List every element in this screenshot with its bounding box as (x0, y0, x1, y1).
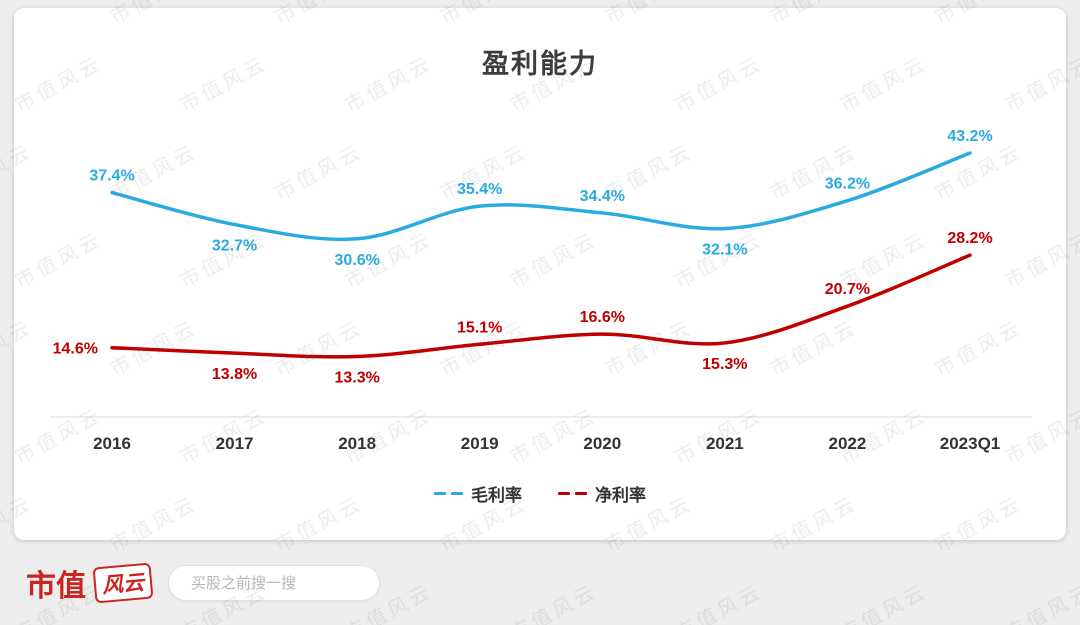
chart-card: 盈利能力 2016 2017 2018 2019 2020 2021 2022 2023Q1 3… (14, 8, 1066, 540)
brand-logo-mark: 风云 (92, 562, 154, 604)
data-label: 34.4% (580, 188, 625, 205)
series-line-净利率 (110, 253, 972, 359)
net-margin-dash-icon (558, 492, 587, 495)
gross-margin-dash-icon (434, 492, 463, 495)
chart-legend: 毛利率 净利率 (14, 481, 1066, 506)
brand-logo: 市值 风云 (26, 561, 154, 605)
data-label: 43.2% (947, 128, 992, 145)
line-chart: 2016 2017 2018 2019 2020 2021 2022 2023Q1 37.4% 3… (50, 128, 1032, 453)
data-label: 20.7% (825, 281, 870, 298)
data-label: 32.7% (212, 238, 257, 255)
footer-bar: 市值 风云 (26, 561, 1054, 605)
data-label: 35.4% (457, 181, 502, 198)
legend-item-gross-margin[interactable]: 毛利率 (434, 481, 522, 506)
x-axis-label: 2023Q1 (940, 434, 1001, 453)
data-label: 15.1% (457, 319, 502, 336)
data-label: 14.6% (53, 341, 98, 358)
data-label: 15.3% (702, 356, 747, 373)
chart-title: 盈利能力 (482, 49, 598, 79)
legend-label: 净利率 (595, 486, 646, 505)
data-label: 36.2% (825, 176, 870, 193)
x-axis-label: 2021 (706, 434, 744, 453)
legend-label: 毛利率 (471, 486, 522, 505)
data-label: 13.3% (334, 370, 379, 387)
x-axis-label: 2017 (216, 434, 254, 453)
x-axis-label: 2020 (583, 434, 621, 453)
x-axis-label: 2016 (93, 434, 131, 453)
search-box[interactable] (168, 565, 390, 601)
series-line-毛利率 (110, 151, 972, 242)
x-axis-label: 2018 (338, 434, 376, 453)
legend-item-net-margin[interactable]: 净利率 (558, 481, 646, 506)
data-label: 30.6% (334, 252, 379, 269)
data-label: 37.4% (89, 168, 134, 185)
search-input[interactable] (191, 574, 390, 592)
brand-text: 市值 (26, 570, 86, 603)
data-label: 16.6% (580, 309, 625, 326)
x-axis-label: 2022 (829, 434, 867, 453)
x-axis-label: 2019 (461, 434, 499, 453)
data-label: 28.2% (947, 230, 992, 247)
data-label: 32.1% (702, 242, 747, 259)
data-label: 13.8% (212, 366, 257, 383)
